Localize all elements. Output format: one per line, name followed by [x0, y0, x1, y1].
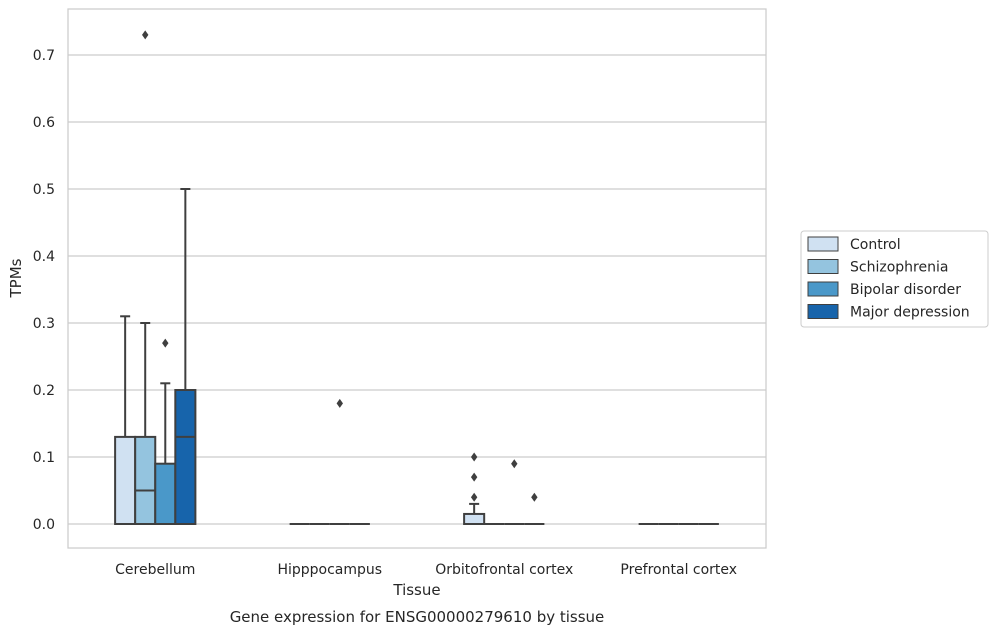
chart-caption: Gene expression for ENSG00000279610 by t… — [230, 608, 605, 626]
legend-swatch — [807, 259, 839, 274]
y-tick-label: 0.4 — [33, 249, 55, 265]
y-tick-label: 0.7 — [33, 48, 55, 64]
x-tick-label: Prefrontal cortex — [620, 562, 737, 578]
legend-swatch — [807, 281, 839, 297]
y-tick-label: 0.3 — [33, 316, 55, 332]
outlier-point — [511, 459, 518, 469]
outlier-point — [470, 472, 478, 482]
legend-label: Control — [850, 237, 901, 253]
y-axis-ticks: 0.0 0.1 0.2 0.3 0.4 0.5 0.6 0.7 — [33, 48, 55, 533]
legend-frame — [800, 230, 989, 328]
y-tick-label: 0.2 — [33, 383, 55, 399]
y-tick-label: 0.0 — [33, 517, 55, 533]
box — [154, 462, 177, 526]
box-group — [289, 398, 370, 525]
x-tick-label: Orbitofrontal cortex — [435, 562, 573, 578]
legend: Control Schizophrenia Bipolar disorder Majo… — [800, 230, 989, 328]
outlier-point — [470, 492, 478, 502]
box-groups — [114, 30, 719, 526]
x-axis-title: Tissue — [392, 581, 440, 599]
plot-frame — [67, 8, 767, 549]
box — [134, 435, 157, 525]
outlier-point — [142, 30, 149, 40]
outlier-point — [531, 492, 538, 502]
legend-label: Major depression — [850, 305, 970, 321]
box — [174, 389, 197, 525]
legend-swatch — [807, 236, 839, 252]
x-tick-label: Cerebellum — [115, 562, 195, 578]
legend-label: Bipolar disorder — [850, 282, 961, 298]
box — [463, 512, 486, 526]
x-axis-ticks: Cerebellum Hipppocampus Orbitofrontal cort… — [115, 562, 737, 578]
y-tick-label: 0.1 — [33, 450, 55, 466]
y-axis-title: TPMs — [7, 258, 25, 298]
y-tick-label: 0.6 — [33, 115, 55, 131]
box-group — [463, 452, 545, 526]
box-group — [114, 30, 197, 526]
outlier-point — [336, 398, 343, 408]
outlier-point — [162, 338, 169, 348]
outlier-point — [470, 452, 478, 462]
y-tick-label: 0.5 — [33, 182, 55, 198]
legend-swatch — [807, 304, 839, 319]
x-tick-label: Hipppocampus — [277, 562, 382, 578]
box — [114, 435, 137, 525]
legend-label: Schizophrenia — [850, 260, 948, 276]
